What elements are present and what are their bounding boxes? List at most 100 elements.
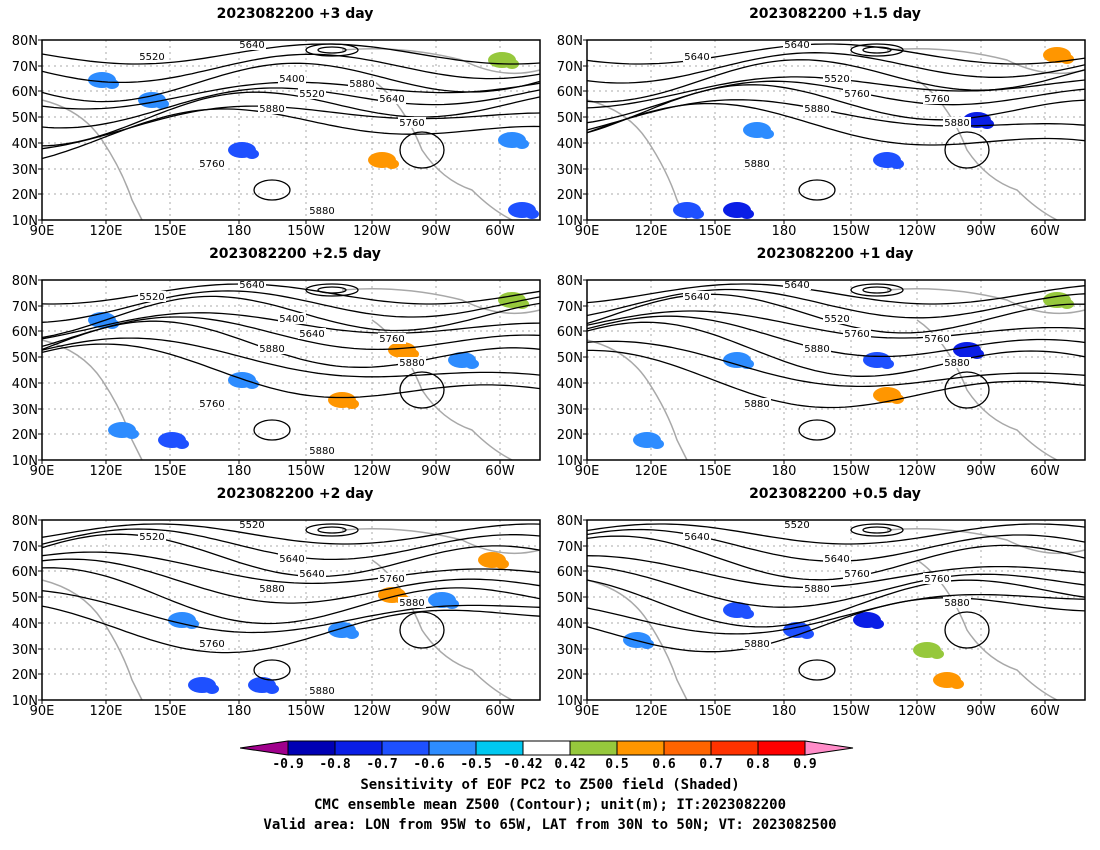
lat-label: 20N [557,188,583,203]
lon-label: 150E [698,224,731,238]
colorbar-label: 0.6 [652,757,676,772]
contour-label: 5760 [924,334,949,345]
contour-label: 5880 [309,446,334,457]
contour-label: 5880 [804,344,829,355]
lon-label: 150E [698,704,731,718]
lon-label: 120E [89,224,122,238]
contour-label: 5880 [744,639,769,650]
lat-label: 20N [557,668,583,683]
colorbar-swatch [522,740,571,756]
contour-label: 5520 [824,314,849,325]
lat-label: 50N [557,351,583,366]
contour-label: 5760 [924,94,949,105]
contour-label: 5520 [784,520,809,531]
lat-label: 10N [557,454,583,469]
contour-label: 5760 [844,569,869,580]
lon-label: 90E [575,704,600,718]
panel-title: 2023082200 +1.5 day [749,6,921,22]
contour-label: 5880 [259,584,284,595]
lat-label: 30N [557,403,583,418]
lat-label: 80N [557,274,583,289]
colorbar-swatch [616,740,665,756]
colorbar-swatch [381,740,430,756]
lat-label: 30N [12,403,38,418]
lat-label: 60N [12,565,38,580]
lon-label: 120W [898,464,936,478]
lat-label: 60N [557,565,583,580]
map-panel: 5520 5520 5640 5640 5760 5880 5760 5880 5880 80N 7… [12,514,541,718]
contour-label: 5880 [804,584,829,595]
panel-title: 2023082200 +2.5 day [209,246,381,262]
contour-label: 5760 [844,89,869,100]
lon-label: 120E [89,464,122,478]
contour-label: 5640 [784,280,809,291]
lat-label: 80N [557,34,583,49]
lat-label: 30N [12,163,38,178]
colorbar-label: -0.7 [366,757,398,772]
lon-label: 120W [353,464,391,478]
lat-label: 80N [12,274,38,289]
lon-label: 90W [421,464,451,478]
lon-label: 120W [898,704,936,718]
colorbar-label: 0.8 [746,757,770,772]
lon-label: 180 [772,224,797,238]
colorbar-swatch [710,740,759,756]
map-panel: 5640 5520 5640 5760 5760 5880 5880 5880 80N 70N 60… [557,514,1086,718]
lon-label: 90E [30,224,55,238]
lat-label: 20N [557,428,583,443]
lat-label: 50N [12,111,38,126]
contour-label: 5400 [279,314,304,325]
caption-contour: CMC ensemble mean Z500 (Contour); unit(m… [313,797,786,813]
colorbar-swatch [287,740,336,756]
contour-label: 5520 [824,74,849,85]
panel-title: 2023082200 +0.5 day [749,486,921,502]
contour-label: 5520 [139,52,164,63]
lon-label: 150E [153,704,186,718]
contour-label: 5640 [279,554,304,565]
lat-label: 70N [557,300,583,315]
lat-label: 20N [12,668,38,683]
lat-label: 20N [12,188,38,203]
colorbar-swatch [334,740,383,756]
map-panel: 5520 5640 5400 5520 5640 5760 5760 5880 5880 5880… [12,34,541,238]
contour-label: 5760 [199,399,224,410]
lat-label: 60N [557,325,583,340]
caption-valid-area: Valid area: LON from 95W to 65W, LAT fro… [263,817,837,833]
lat-label: 30N [557,643,583,658]
contour-label: 5880 [744,159,769,170]
contour-label: 5640 [239,40,264,51]
colorbar-swatch [428,740,477,756]
panel-title: 2023082200 +1 day [756,246,914,262]
contour-label: 5520 [139,532,164,543]
lon-label: 60W [1030,464,1060,478]
contour-label: 5760 [199,639,224,650]
lat-label: 50N [557,591,583,606]
lat-label: 10N [557,214,583,229]
colorbar-swatch [663,740,712,756]
colorbar-label: -0.5 [460,757,492,772]
lat-label: 50N [12,591,38,606]
panel-title: 2023082200 +3 day [216,6,374,22]
lon-label: 120E [634,464,667,478]
lat-label: 10N [12,214,38,229]
lon-label: 90W [966,224,996,238]
colorbar-swatch [475,740,524,756]
contour-label: 5640 [684,532,709,543]
lat-label: 70N [12,540,38,555]
colorbar-label: -0.9 [272,757,304,772]
contour-label: 5640 [784,40,809,51]
lon-label: 180 [227,464,252,478]
lon-label: 60W [485,224,515,238]
contour-label: 5880 [259,344,284,355]
contour-label: 5640 [239,280,264,291]
lon-label: 90E [30,464,55,478]
contour-label: 5880 [804,104,829,115]
lon-label: 60W [1030,224,1060,238]
colorbar-label: 0.42 [554,757,586,772]
contour-label: 5880 [399,598,424,609]
lat-label: 80N [12,514,38,529]
lat-label: 40N [557,137,583,152]
map-panel: 5520 5640 5400 5640 5760 5880 5760 5880 5880 80N 7… [12,274,541,478]
colorbar-label: -0.6 [413,757,445,772]
lat-label: 40N [557,377,583,392]
